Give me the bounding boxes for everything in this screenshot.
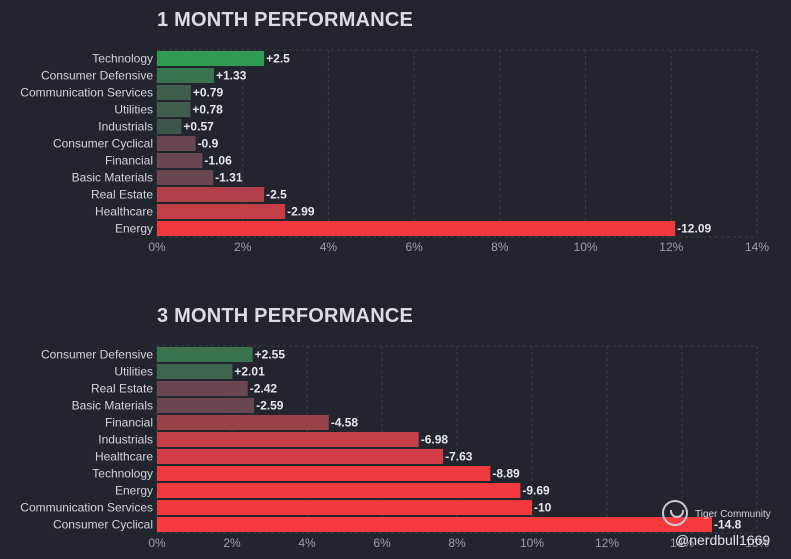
- chart2-title: 3 MONTH PERFORMANCE: [157, 305, 414, 327]
- chart1-value-label: +0.78: [192, 103, 223, 117]
- chart2-bar: [157, 432, 419, 447]
- chart2-category-label: Energy: [115, 484, 153, 498]
- chart2-tick-label: 14%: [670, 536, 694, 550]
- chart2-category-label: Consumer Defensive: [41, 348, 153, 362]
- chart1-bar: [157, 204, 286, 219]
- chart1-value-label: -1.31: [215, 171, 243, 185]
- chart1-bar: [157, 68, 214, 83]
- chart1-category-label: Real Estate: [91, 188, 153, 202]
- chart1-value-label: +0.57: [183, 120, 214, 134]
- watermark-handle: @nerdbull1669: [675, 532, 771, 548]
- chart1-value-label: +2.5: [266, 52, 290, 66]
- chart1-value-label: +1.33: [216, 69, 247, 83]
- chart1-category-label: Financial: [105, 154, 153, 168]
- chart1-tick-label: 14%: [745, 240, 769, 254]
- chart1-category-label: Industrials: [98, 120, 153, 134]
- chart2-value-label: -2.59: [256, 399, 284, 413]
- chart2-svg: Consumer Defensive +2.55 Utilities +2.01 Rea…: [20, 345, 769, 550]
- chart2-bar: [157, 347, 253, 362]
- chart1-bar: [157, 85, 191, 100]
- chart2-bar: [157, 517, 712, 532]
- chart2-value-label: -10: [534, 501, 552, 515]
- chart1-tick-label: 2%: [234, 240, 252, 254]
- chart2-tick-label: 8%: [448, 536, 466, 550]
- chart1-bar: [157, 221, 676, 236]
- chart1-category-label: Healthcare: [95, 205, 153, 219]
- chart2-tick-label: 12%: [595, 536, 619, 550]
- chart1-svg: Technology +2.5 Consumer Defensive +1.33 Com…: [20, 49, 769, 254]
- chart2-value-label: -9.69: [522, 484, 550, 498]
- chart1-category-label: Consumer Cyclical: [53, 137, 153, 151]
- chart1-value-label: -2.5: [266, 188, 287, 202]
- chart2-category-label: Financial: [105, 416, 153, 430]
- chart2-category-label: Healthcare: [95, 450, 153, 464]
- chart2-tick-label: 10%: [520, 536, 544, 550]
- chart2-tick-label: 6%: [373, 536, 391, 550]
- chart1-tick-label: 0%: [148, 240, 166, 254]
- chart2-category-label: Real Estate: [91, 382, 153, 396]
- chart1-value-label: -1.06: [204, 154, 232, 168]
- chart2-bar: [157, 483, 521, 498]
- chart1-tick-label: 8%: [491, 240, 509, 254]
- chart2-tick-label: 16%: [745, 536, 769, 550]
- chart2-bar: [157, 381, 248, 396]
- watermark: Tiger Community @nerdbull1669: [662, 500, 791, 556]
- chart2-category-label: Technology: [92, 467, 153, 481]
- chart2-category-label: Consumer Cyclical: [53, 518, 153, 532]
- chart1-bar: [157, 153, 203, 168]
- chart1-title: 1 MONTH PERFORMANCE: [157, 9, 414, 31]
- chart1-value-label: -0.9: [198, 137, 219, 151]
- chart2-value-label: -14.8: [714, 518, 742, 532]
- tiger-community-logo-icon: [662, 500, 688, 526]
- chart2-value-label: -8.89: [492, 467, 520, 481]
- chart1-category-label: Communication Services: [20, 86, 153, 100]
- chart2-value-label: -2.42: [250, 382, 278, 396]
- chart1-category-label: Basic Materials: [72, 171, 153, 185]
- chart1-tick-label: 10%: [574, 240, 598, 254]
- chart1-value-label: +0.79: [193, 86, 224, 100]
- chart2-bar: [157, 449, 444, 464]
- chart2-bar: [157, 398, 255, 413]
- chart2-bar: [157, 500, 532, 515]
- chart2-bar: [157, 466, 491, 481]
- chart2-tick-label: 0%: [148, 536, 166, 550]
- chart2-value-label: -6.98: [421, 433, 449, 447]
- chart1-bar: [157, 102, 191, 117]
- chart1-category-label: Energy: [115, 222, 153, 236]
- watermark-brand: Tiger Community: [695, 509, 771, 520]
- chart2-value-label: +2.55: [255, 348, 286, 362]
- chart1-bar: [157, 136, 196, 151]
- chart2-bar: [157, 364, 233, 379]
- chart2-category-label: Industrials: [98, 433, 153, 447]
- chart2-category-label: Utilities: [114, 365, 153, 379]
- chart2-category-label: Communication Services: [20, 501, 153, 515]
- chart1-category-label: Technology: [92, 52, 153, 66]
- chart2-bar: [157, 415, 329, 430]
- chart2-value-label: -4.58: [331, 416, 359, 430]
- chart1-tick-label: 12%: [659, 240, 683, 254]
- chart1-tick-label: 6%: [405, 240, 423, 254]
- chart1-tick-label: 4%: [320, 240, 338, 254]
- chart1-bar: [157, 187, 265, 202]
- chart1-value-label: -2.99: [287, 205, 315, 219]
- chart1-category-label: Consumer Defensive: [41, 69, 153, 83]
- chart2-category-label: Basic Materials: [72, 399, 153, 413]
- chart1-bar: [157, 119, 182, 134]
- chart2-tick-label: 2%: [223, 536, 241, 550]
- chart2-tick-label: 4%: [298, 536, 316, 550]
- chart2-value-label: -7.63: [445, 450, 473, 464]
- chart1-category-label: Utilities: [114, 103, 153, 117]
- chart1-bar: [157, 51, 265, 66]
- chart1-value-label: -12.09: [677, 222, 711, 236]
- chart1-bar: [157, 170, 214, 185]
- chart2-value-label: +2.01: [234, 365, 265, 379]
